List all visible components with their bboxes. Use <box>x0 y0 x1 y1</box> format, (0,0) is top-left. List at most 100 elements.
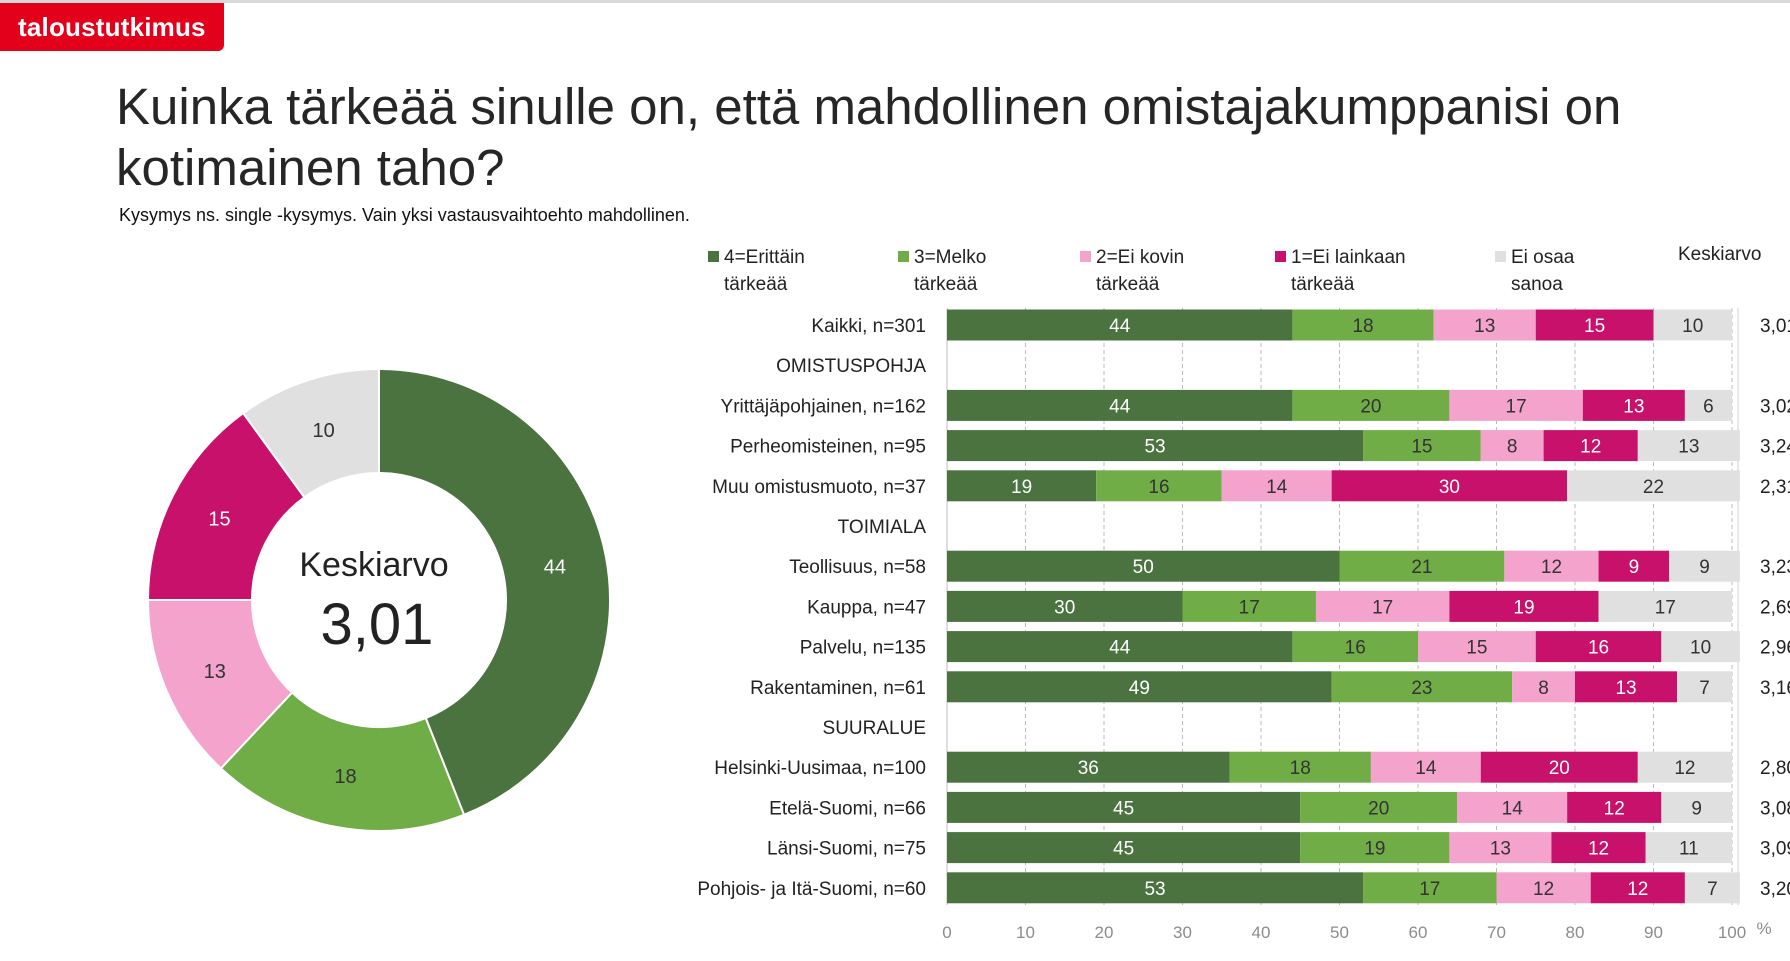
bar-segment <box>1567 470 1740 502</box>
legend-item: Ei osaa sanoa <box>1495 244 1574 298</box>
group-header-label: SUURALUE <box>823 718 926 739</box>
row-average-value: 3,20 <box>1760 879 1790 900</box>
row-average-value: 3,09 <box>1760 839 1790 860</box>
group-header-label: TOIMIALA <box>838 517 927 538</box>
bar-segment <box>1684 389 1732 421</box>
donut-center-value: 3,01 <box>321 592 434 657</box>
bar-value-label: 21 <box>1411 557 1432 578</box>
donut-slice-label: 15 <box>208 509 230 531</box>
bar-segment <box>1661 631 1740 663</box>
row-label: Palvelu, n=135 <box>800 638 926 659</box>
bar-segment <box>1292 389 1450 421</box>
bar-segment <box>947 832 1301 864</box>
bar-segment <box>1535 309 1654 341</box>
bar-segment <box>1575 671 1678 703</box>
bar-value-label: 30 <box>1054 597 1075 618</box>
x-tick-label: 100 <box>1718 923 1746 942</box>
row-label: Pohjois- ja Itä-Suomi, n=60 <box>697 879 926 900</box>
bar-value-label: 17 <box>1372 597 1393 618</box>
legend-item: 1=Ei lainkaan tärkeää <box>1275 244 1406 298</box>
bar-segment <box>1457 791 1568 823</box>
bar-value-label: 20 <box>1368 798 1389 819</box>
bar-segment <box>1677 671 1732 703</box>
row-average-value: 3,24 <box>1760 437 1790 458</box>
bar-value-label: 12 <box>1627 879 1648 900</box>
bar-segment <box>947 430 1364 462</box>
bar-value-label: 12 <box>1541 557 1562 578</box>
bar-value-label: 50 <box>1133 557 1154 578</box>
bar-value-label: 20 <box>1360 396 1381 417</box>
bar-segment <box>1504 550 1599 582</box>
legend-swatch <box>708 251 719 262</box>
row-average-value: 2,31 <box>1760 477 1790 498</box>
bar-value-label: 17 <box>1655 597 1676 618</box>
bar-value-label: 36 <box>1078 758 1099 779</box>
donut-slice <box>219 691 466 832</box>
bar-segment <box>1535 631 1662 663</box>
bar-segment <box>1363 872 1497 904</box>
bar-segment <box>1480 751 1638 783</box>
donut-center-label: Keskiarvo <box>299 546 448 584</box>
bar-value-label: 14 <box>1502 798 1524 819</box>
bar-value-label: 49 <box>1129 678 1150 699</box>
bar-segment <box>947 309 1293 341</box>
donut-slice-label: 10 <box>313 420 335 442</box>
legend-label: Ei osaa sanoa <box>1511 247 1575 295</box>
legend-label: 2=Ei kovin tärkeää <box>1096 247 1185 295</box>
bar-segment <box>1645 832 1732 864</box>
x-tick-label: 40 <box>1252 923 1271 942</box>
bar-value-label: 19 <box>1513 597 1534 618</box>
bar-value-label: 20 <box>1549 758 1570 779</box>
bar-value-label: 16 <box>1588 638 1609 659</box>
bar-value-label: 44 <box>1109 396 1131 417</box>
bar-value-label: 7 <box>1699 678 1710 699</box>
donut-slice <box>378 367 611 817</box>
bar-segment <box>947 751 1230 783</box>
bar-value-label: 44 <box>1109 316 1131 337</box>
bar-segment <box>1363 430 1481 462</box>
row-label: Etelä-Suomi, n=66 <box>769 798 926 819</box>
top-divider <box>0 0 1790 3</box>
x-tick-label: 80 <box>1566 923 1585 942</box>
bar-segment <box>1229 751 1371 783</box>
legend-swatch <box>1495 251 1506 262</box>
bar-segment <box>1449 389 1583 421</box>
bar-value-label: 12 <box>1588 839 1609 860</box>
bar-segment <box>1684 872 1740 904</box>
x-tick-label: 30 <box>1173 923 1192 942</box>
bar-value-label: 44 <box>1109 638 1131 659</box>
row-label: Länsi-Suomi, n=75 <box>767 839 926 860</box>
group-header-label: OMISTUSPOHJA <box>776 356 926 377</box>
bar-value-label: 14 <box>1415 758 1437 779</box>
bar-segment <box>1449 832 1552 864</box>
bar-segment <box>1182 590 1316 622</box>
bar-value-label: 9 <box>1699 557 1710 578</box>
bar-segment <box>1669 550 1740 582</box>
row-label: Kaikki, n=301 <box>811 316 926 337</box>
bar-segment <box>1449 590 1599 622</box>
bar-value-label: 53 <box>1144 437 1165 458</box>
bar-segment <box>1661 791 1732 823</box>
bar-value-label: 18 <box>1352 316 1373 337</box>
bar-segment <box>1598 590 1732 622</box>
bar-segment <box>1300 832 1450 864</box>
donut-slice-label: 18 <box>334 766 356 788</box>
row-label: Muu omistusmuoto, n=37 <box>712 477 926 498</box>
bar-value-label: 15 <box>1584 316 1605 337</box>
bar-value-label: 13 <box>1474 316 1495 337</box>
bar-value-label: 13 <box>1490 839 1511 860</box>
bar-segment <box>947 590 1183 622</box>
bar-segment <box>947 671 1332 703</box>
bar-value-label: 15 <box>1411 437 1432 458</box>
legend-item: 3=Melko tärkeää <box>898 244 986 298</box>
bar-value-label: 8 <box>1507 437 1518 458</box>
bar-value-label: 30 <box>1439 477 1460 498</box>
bar-segment <box>1637 430 1740 462</box>
bar-segment <box>947 872 1364 904</box>
donut-slice <box>146 411 306 601</box>
bar-value-label: 9 <box>1629 557 1640 578</box>
legend-swatch <box>898 251 909 262</box>
bar-segment <box>1096 470 1222 502</box>
row-label: Rakentaminen, n=61 <box>750 678 926 699</box>
bar-value-label: 12 <box>1674 758 1695 779</box>
